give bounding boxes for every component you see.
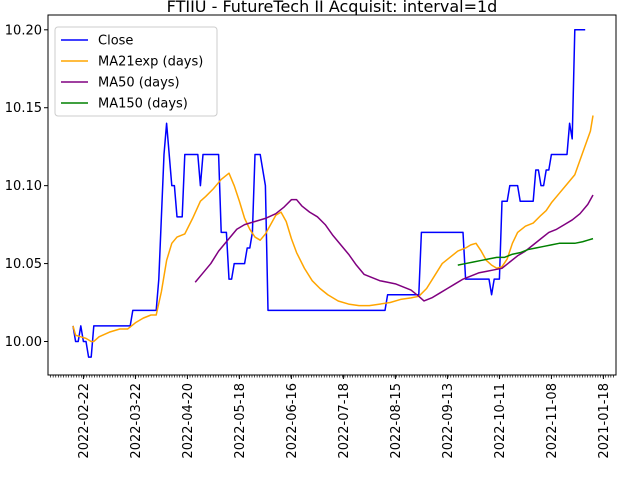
x-tick-label: 2022-06-16 [285,383,300,459]
y-tick-label: 10.20 [5,23,42,38]
y-tick-label: 10.15 [5,101,42,116]
legend-box [54,26,218,117]
y-tick-label: 10.10 [5,179,42,194]
chart-title: FTIIU - FutureTech II Acquisit: interval… [167,0,498,16]
x-tick-label: 2022-10-11 [493,383,508,459]
x-tick-label: 2022-09-13 [441,383,456,459]
legend-label: MA21exp (days) [98,55,203,70]
y-axis: 10.00 10.05 10.10 10.15 10.20 [5,23,48,350]
x-tick-label: 2022-03-22 [129,383,144,459]
x-tick-label: 2022-11-08 [545,383,560,459]
legend-label: Close [98,34,133,49]
legend: Close MA21exp (days) MA50 (days) MA150 (day… [54,26,218,117]
series-layer [72,29,594,358]
x-tick-label: 2021-01-18 [597,383,612,459]
series-line-2 [194,194,594,302]
legend-label: MA150 (days) [98,97,188,112]
y-tick-label: 10.05 [5,257,42,272]
series-line-3 [457,237,594,266]
y-tick-label: 10.00 [5,335,42,350]
x-tick-label: 2022-05-18 [233,383,248,459]
x-tick-label: 2022-04-20 [181,383,196,459]
x-axis: 2022-02-22 2022-03-22 2022-04-20 2022-05-18… [50,375,614,459]
x-tick-label: 2022-07-18 [337,383,352,459]
x-tick-label: 2022-08-15 [389,383,404,459]
series-line-0 [72,29,586,358]
legend-label: MA50 (days) [98,76,180,91]
x-tick-label: 2022-02-22 [77,383,92,459]
